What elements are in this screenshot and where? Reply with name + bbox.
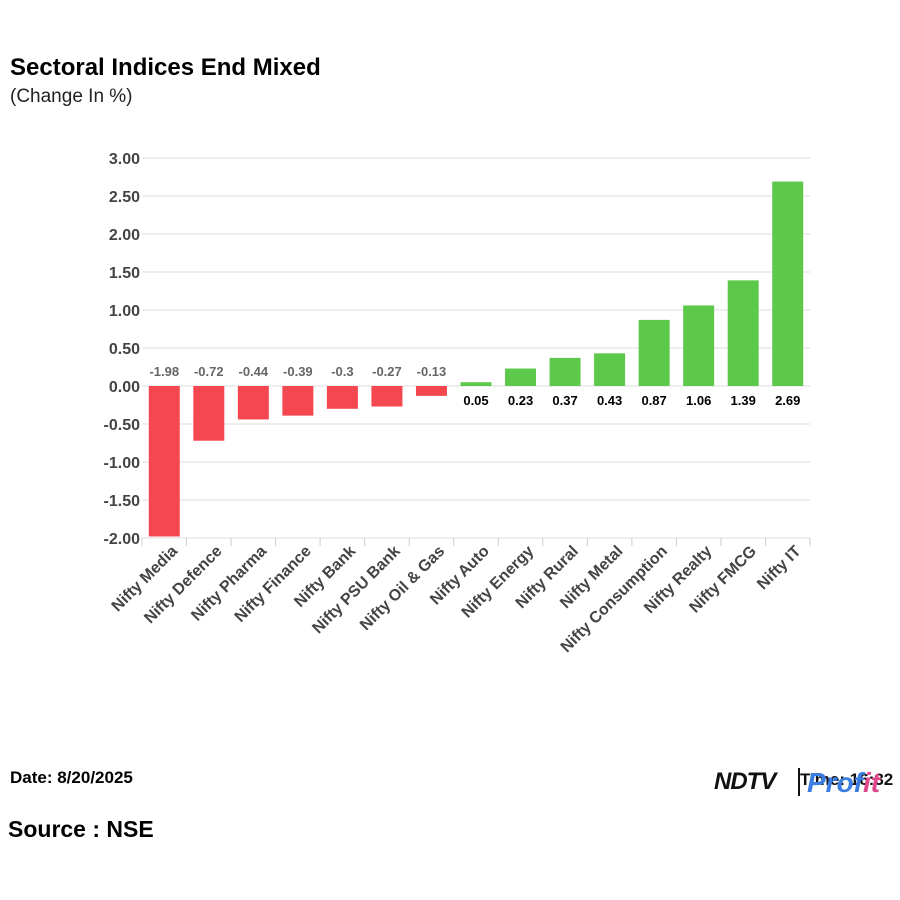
y-tick-label: 1.50 [109, 265, 140, 282]
y-tick-label: 1.00 [109, 303, 140, 320]
bar [371, 386, 403, 407]
logo-profit-text: Profit [807, 767, 880, 799]
y-tick-label: 2.00 [109, 227, 140, 244]
data-label: -0.72 [194, 364, 224, 379]
data-label: 1.39 [731, 393, 756, 408]
bar [594, 353, 626, 386]
source-label: Source : NSE [8, 816, 154, 842]
data-label: -0.3 [331, 364, 353, 379]
bar [148, 386, 180, 537]
y-tick-label: 2.50 [109, 189, 140, 206]
data-label: -0.13 [417, 364, 447, 379]
bar [237, 386, 269, 420]
x-tick-label: Nifty Finance [232, 543, 315, 626]
y-tick-label: -1.00 [104, 455, 141, 472]
x-tick-label: Nifty IT [754, 543, 805, 594]
data-label: -0.44 [239, 364, 269, 379]
data-label: 0.87 [641, 393, 666, 408]
data-label: -0.27 [372, 364, 402, 379]
y-tick-label: 3.00 [109, 151, 140, 168]
bar [282, 386, 314, 416]
data-label: 0.37 [552, 393, 577, 408]
data-label: 2.69 [775, 393, 800, 408]
time-label: Time: 16:32 [800, 770, 894, 789]
y-tick-label: -0.50 [104, 417, 141, 434]
logo-profit-part-a: Prof [807, 767, 863, 798]
bar [727, 280, 759, 386]
bar [683, 305, 715, 386]
bar [505, 368, 537, 386]
bar [549, 357, 581, 386]
chart-subtitle: (Change In %) [10, 86, 133, 107]
y-tick-label: -2.00 [104, 531, 141, 548]
bar [460, 382, 492, 386]
date-label: Date: 8/20/2025 [10, 768, 133, 787]
bar [326, 386, 358, 409]
data-label: -0.39 [283, 364, 313, 379]
logo-ndtv-text: NDTV [714, 768, 776, 795]
ndtv-profit-logo: NDTV Time: 16:32 Profit [714, 766, 894, 798]
logo-divider [798, 768, 800, 796]
bar [415, 386, 447, 396]
bar [772, 181, 804, 386]
data-label: 0.05 [463, 393, 488, 408]
chart-title: Sectoral Indices End Mixed [10, 54, 321, 81]
data-label: 0.43 [597, 393, 622, 408]
data-label: 1.06 [686, 393, 711, 408]
x-tick-label: Nifty Defence [141, 543, 225, 627]
bar [193, 386, 225, 441]
y-tick-label: -1.50 [104, 493, 141, 510]
y-tick-label: 0.00 [109, 379, 140, 396]
logo-profit-part-b: it [863, 767, 881, 798]
y-tick-label: 0.50 [109, 341, 140, 358]
bar [638, 319, 670, 386]
data-label: -1.98 [149, 364, 179, 379]
data-label: 0.23 [508, 393, 533, 408]
